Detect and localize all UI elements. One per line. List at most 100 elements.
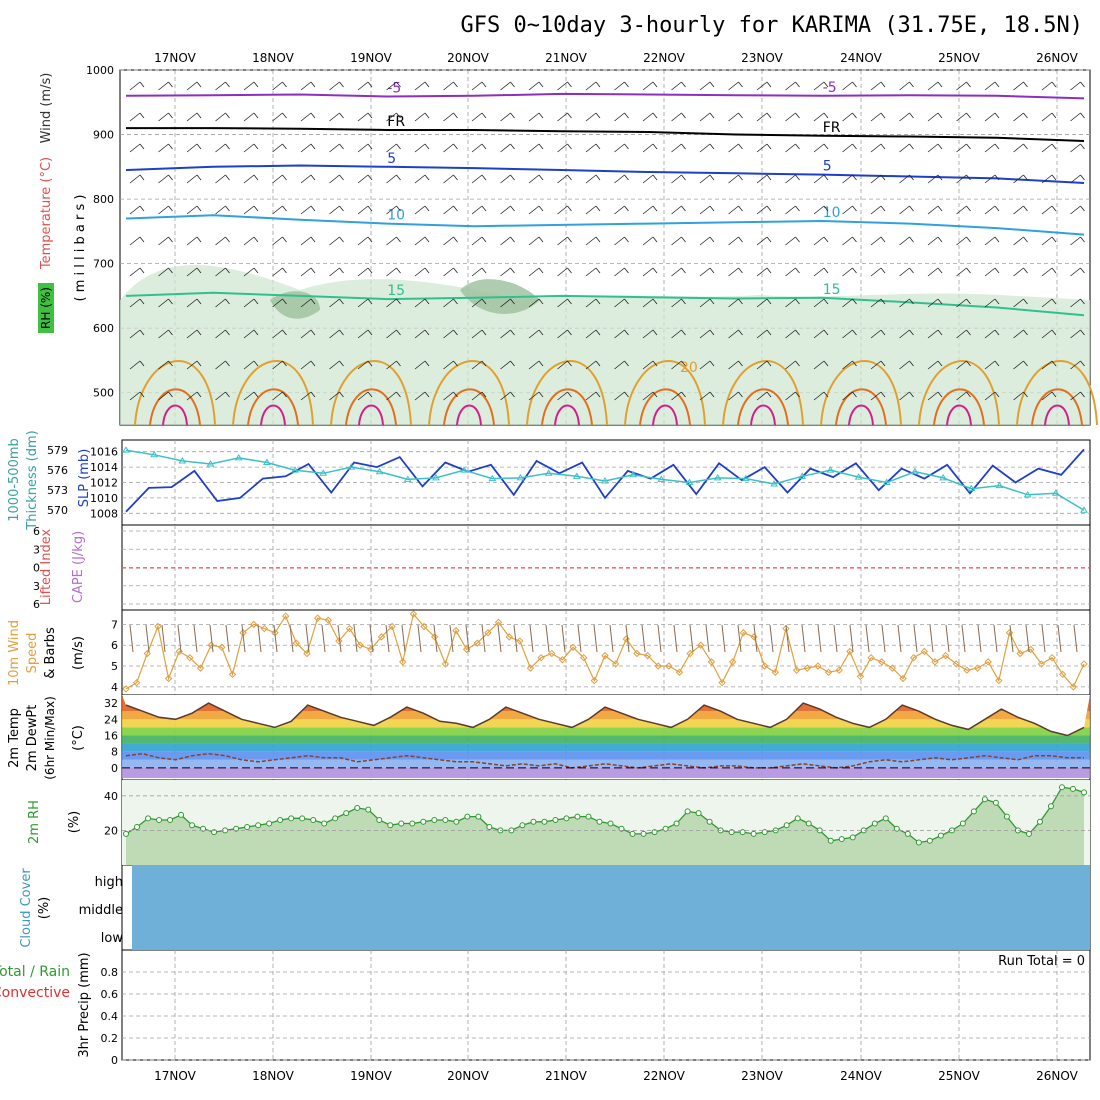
- wind-barb: [1041, 174, 1053, 184]
- wind10-point: [760, 662, 769, 670]
- wind-barb: [310, 112, 316, 119]
- wind-barb: [728, 112, 739, 122]
- surface-barb: [961, 624, 966, 653]
- wind-barb: [1070, 298, 1081, 308]
- wind-barb: [823, 298, 829, 305]
- wind-barb: [186, 267, 198, 277]
- wind10-point: [675, 668, 684, 676]
- wind-barb: [538, 267, 544, 274]
- wind-barb: [253, 267, 259, 274]
- wind10-point: [335, 637, 343, 645]
- wind-barb: [481, 391, 487, 398]
- wind-barb: [225, 236, 230, 243]
- wind-barb: [927, 391, 939, 401]
- wind-barb: [966, 267, 971, 274]
- wind-barb: [870, 360, 882, 370]
- wind-barb: [414, 174, 426, 184]
- wind-barb: [386, 329, 397, 339]
- wind-barb: [367, 329, 373, 336]
- wind-barb: [624, 143, 629, 150]
- wind-barb: [357, 329, 369, 339]
- wind-barb: [243, 81, 255, 91]
- wind-barb: [652, 112, 658, 119]
- precip-convective-label: Convective: [0, 985, 70, 1001]
- wind10-point: [228, 670, 237, 679]
- wind-barb: [510, 360, 515, 367]
- rh-point: [1081, 789, 1087, 796]
- rh-point: [695, 810, 702, 817]
- rh-point: [1025, 830, 1032, 837]
- wind-barb: [842, 236, 853, 246]
- wind-barb: [225, 267, 230, 274]
- isotherm-25: [933, 388, 985, 426]
- wind10-point: [611, 660, 620, 668]
- rh-point: [871, 820, 878, 827]
- wind-barb: [528, 81, 540, 91]
- wind-barb: [852, 81, 857, 88]
- wind-barb: [842, 391, 853, 401]
- wind10-point: [739, 629, 748, 637]
- wind-barb: [899, 174, 910, 184]
- isotherm-30: [554, 404, 580, 426]
- wind-barb: [842, 143, 853, 153]
- wind-barb: [966, 360, 971, 367]
- wind-barb: [310, 174, 316, 181]
- rh-point: [937, 832, 944, 839]
- wind-barb: [614, 174, 625, 184]
- isotherm-line: [125, 164, 1085, 184]
- wind-barb: [538, 112, 544, 119]
- wind-barb: [994, 329, 1000, 336]
- surface-barb: [1057, 624, 1062, 653]
- wind-barb: [186, 112, 198, 122]
- thickness-point: [798, 472, 807, 479]
- wind-barb: [253, 236, 259, 243]
- wind-barb: [642, 329, 654, 339]
- wind-barb: [671, 205, 682, 215]
- wind-barb: [880, 329, 886, 336]
- wind-barb: [728, 360, 739, 370]
- pressure-tick: 1000: [86, 64, 114, 77]
- rh-point: [706, 818, 713, 825]
- wind-barb: [386, 298, 397, 308]
- wind-barb: [994, 391, 1000, 398]
- surface-barb: [513, 624, 518, 653]
- thickness-point: [488, 474, 497, 482]
- isotherm-label: FR: [823, 120, 841, 136]
- wind-barb: [282, 81, 287, 88]
- wind-barb: [870, 298, 882, 308]
- wind-barb: [414, 81, 426, 91]
- surface-barb: [129, 624, 134, 653]
- surface-barb: [145, 624, 150, 653]
- wind-barb: [443, 205, 454, 215]
- wind-barb: [424, 298, 430, 305]
- wind-barb: [728, 298, 739, 308]
- wind-barb: [880, 360, 886, 367]
- wind-barb: [852, 236, 857, 243]
- wind-barb: [671, 236, 682, 246]
- rh-point: [376, 817, 383, 824]
- wind-barb: [852, 298, 857, 305]
- wind10-point: [995, 676, 1003, 685]
- cloud-panel: high middle low: [79, 865, 1090, 950]
- date-label: 19NOV: [350, 1069, 392, 1083]
- wind-barb: [642, 267, 654, 277]
- wind-barb: [899, 81, 910, 91]
- wind-barb: [567, 329, 572, 336]
- wind-barb: [595, 391, 601, 398]
- wind-barb: [585, 143, 597, 153]
- wind-barb: [510, 329, 515, 336]
- wind-barb: [243, 205, 255, 215]
- wind-barb: [1070, 360, 1081, 370]
- wind10-axis-label: & Barbs: [43, 627, 58, 679]
- wind-barb: [300, 81, 312, 91]
- rh-point: [805, 820, 812, 827]
- rh-point: [673, 820, 680, 827]
- wind10-point: [835, 666, 843, 674]
- wind-barb: [852, 360, 857, 367]
- wind-barb: [510, 174, 515, 181]
- wind-barb: [785, 174, 796, 184]
- wind-barb: [510, 236, 515, 243]
- wind-barb: [471, 391, 483, 401]
- wind-barb: [681, 329, 686, 336]
- wind-barb: [215, 174, 226, 184]
